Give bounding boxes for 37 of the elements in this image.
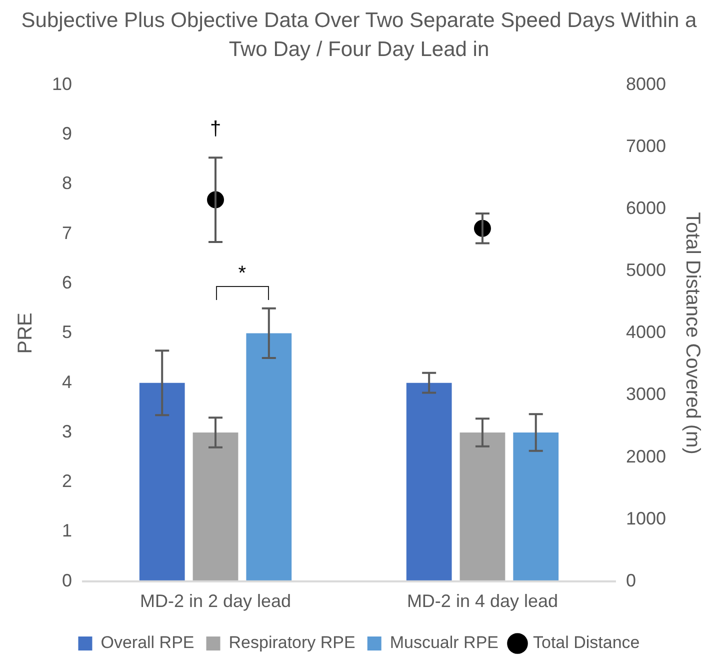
y2-tick-label: 3000 bbox=[626, 384, 666, 404]
annotation: † bbox=[210, 118, 222, 140]
y-tick-label: 7 bbox=[62, 222, 72, 243]
y2-tick-label: 4000 bbox=[626, 322, 666, 342]
annotation: * bbox=[238, 262, 246, 285]
legend-label: Total Distance bbox=[532, 633, 640, 652]
y2-tick-label: 6000 bbox=[626, 198, 666, 218]
bar bbox=[406, 382, 452, 582]
bar bbox=[139, 382, 185, 582]
y2-tick-label: 7000 bbox=[626, 136, 666, 156]
y2-tick-label: 0 bbox=[626, 570, 636, 590]
y2-axis-title: Total Distance Covered (m) bbox=[681, 212, 704, 454]
y-tick-label: 1 bbox=[62, 520, 72, 541]
y2-tick-label: 1000 bbox=[626, 508, 666, 528]
legend-label: Muscualr RPE bbox=[390, 633, 498, 652]
y-tick-label: 8 bbox=[62, 173, 72, 194]
y2-tick-label: 8000 bbox=[626, 74, 666, 94]
x-tick-label: MD-2 in 4 day lead bbox=[406, 591, 558, 612]
y-tick-label: 10 bbox=[52, 74, 72, 94]
y-tick-label: 2 bbox=[62, 471, 72, 492]
bar bbox=[460, 432, 506, 582]
bar bbox=[513, 432, 559, 582]
legend-label: Overall RPE bbox=[100, 633, 194, 652]
chart-title: Subjective Plus Objective Data Over Two Separate Speed Days Within a Two Day / Four Day Lead in bbox=[20, 8, 698, 63]
bar bbox=[246, 333, 292, 582]
bar bbox=[192, 432, 238, 582]
y-tick-label: 6 bbox=[62, 272, 72, 293]
x-tick-label: MD-2 in 2 day lead bbox=[140, 591, 292, 612]
legend-label: Respiratory RPE bbox=[228, 633, 356, 652]
y-tick-label: 4 bbox=[62, 372, 72, 392]
y-tick-label: 5 bbox=[62, 322, 72, 342]
y2-tick-label: 2000 bbox=[626, 446, 666, 466]
y-axis-title: PRE bbox=[14, 312, 37, 354]
y-tick-label: 3 bbox=[62, 421, 72, 442]
y-tick-label: 0 bbox=[62, 570, 72, 590]
y2-tick-label: 5000 bbox=[626, 260, 666, 280]
y-tick-label: 9 bbox=[62, 124, 72, 144]
